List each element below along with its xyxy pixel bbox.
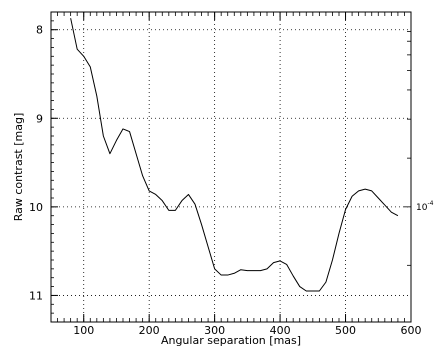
x-tick-label: 500: [335, 324, 356, 337]
right-axis-label: 10-4: [416, 200, 434, 213]
x-tick-label: 100: [73, 324, 94, 337]
major-ticks: [51, 12, 412, 322]
x-axis-title: Angular separation [mas]: [161, 334, 301, 347]
x-tick-label: 600: [401, 324, 422, 337]
right-axis-label-exponent: -4: [427, 200, 433, 207]
y-tick-labels: 8 9 10 11: [29, 24, 43, 303]
right-axis-label-base: 10: [416, 203, 428, 213]
x-tick-labels: 100 200 300 400 500 600: [73, 324, 421, 337]
y-tick-label: 9: [36, 112, 43, 125]
y-axis-title: Raw contrast [mag]: [12, 113, 25, 222]
grid-lines: [51, 12, 411, 322]
series-line: [70, 18, 399, 292]
y-tick-label: 10: [29, 201, 43, 214]
x-tick-label: 400: [270, 324, 291, 337]
y-tick-label: 8: [36, 24, 43, 37]
minor-ticks: [50, 11, 412, 323]
plot-frame: [50, 11, 412, 323]
x-tick-label: 200: [139, 324, 160, 337]
x-tick-label: 300: [204, 324, 225, 337]
y-tick-label: 11: [29, 289, 43, 302]
series-group: [70, 18, 399, 292]
